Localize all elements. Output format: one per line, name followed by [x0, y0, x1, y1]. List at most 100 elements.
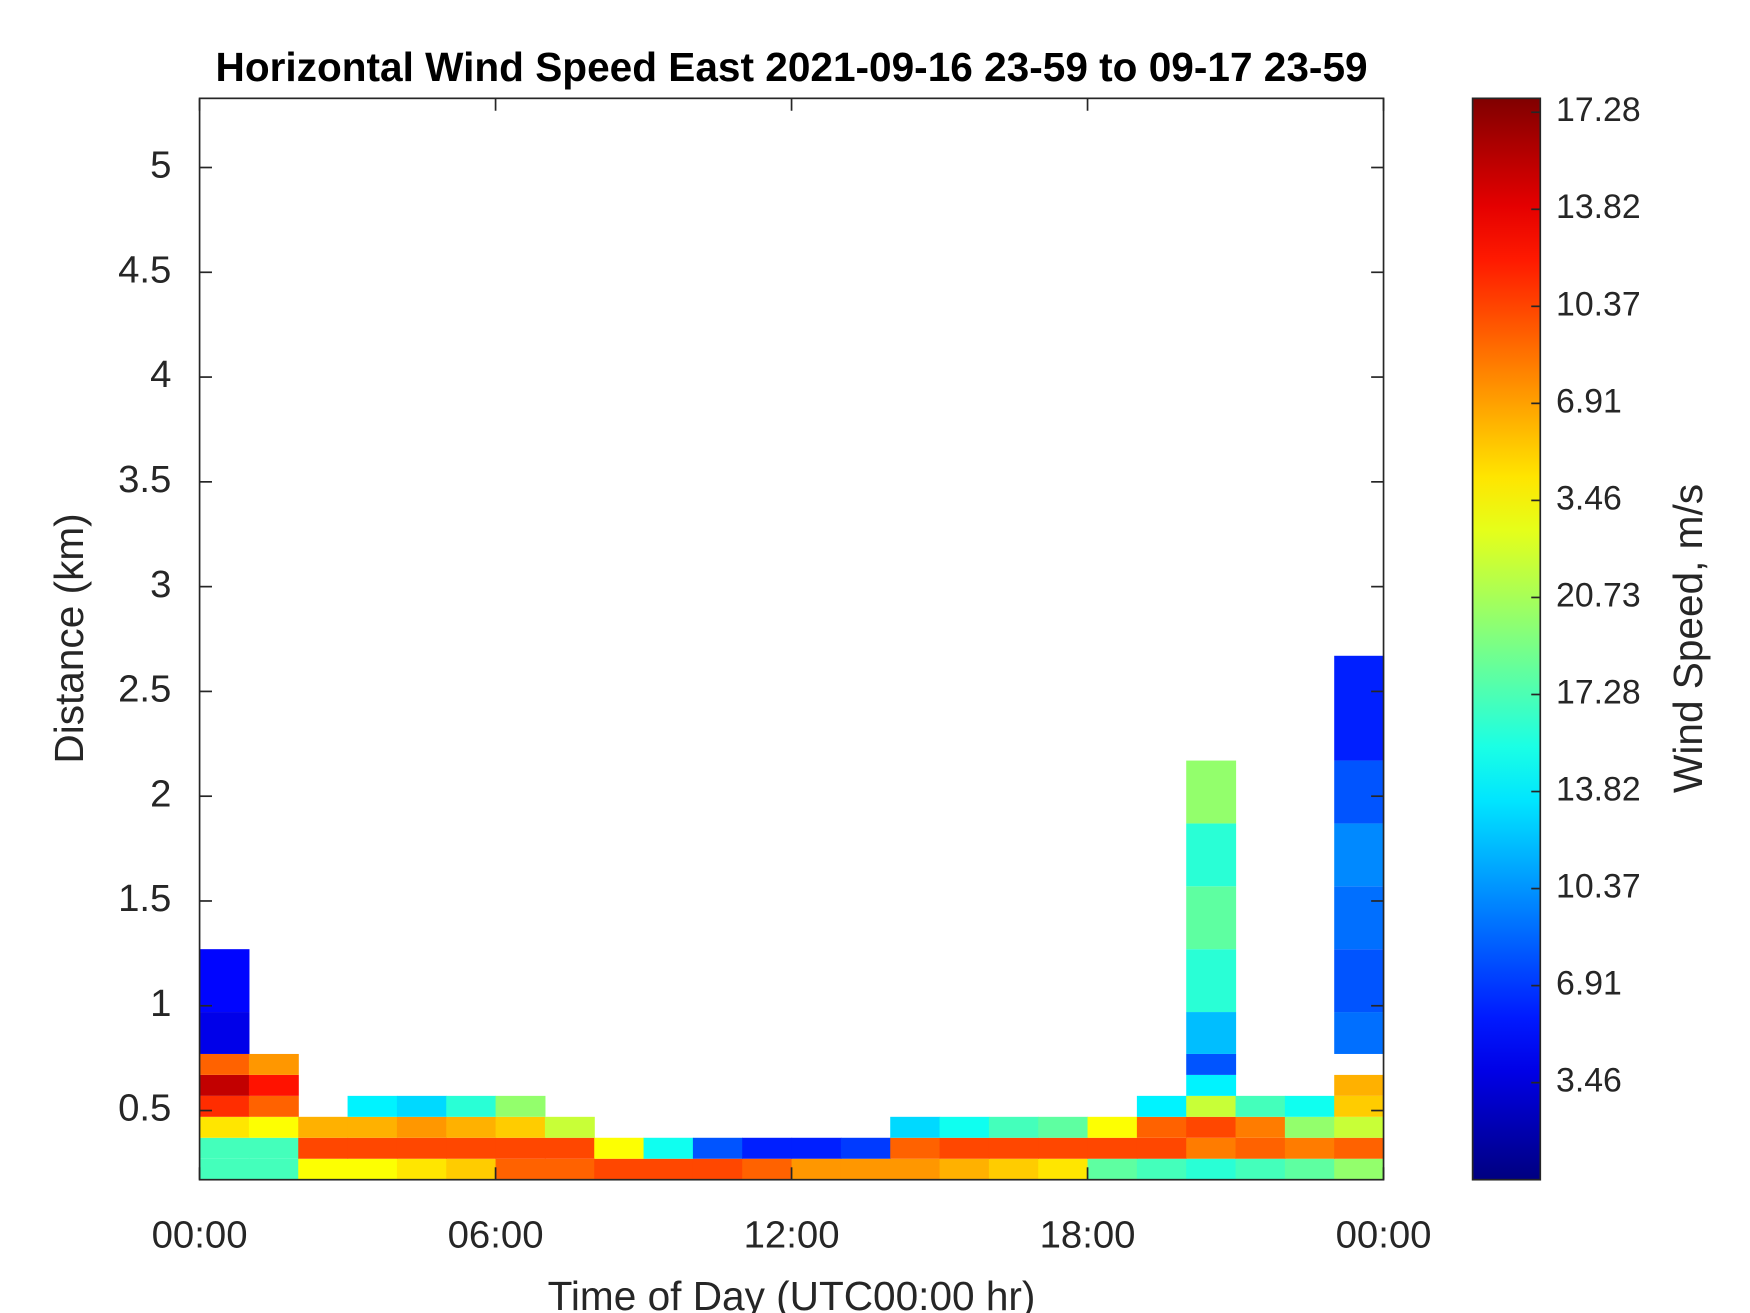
- heat-cell: [1038, 1116, 1089, 1138]
- heat-cell: [1186, 1095, 1237, 1117]
- heat-cell: [939, 1158, 990, 1180]
- heat-cell: [840, 1137, 891, 1159]
- colorbar-tick-label: 10.37: [1556, 285, 1641, 323]
- heat-cell: [1284, 1137, 1335, 1159]
- heat-cell: [1136, 1137, 1187, 1159]
- heat-cell: [643, 1137, 694, 1159]
- heat-cell: [1334, 1137, 1385, 1159]
- x-tick-label: 06:00: [448, 1213, 544, 1256]
- heat-cell: [347, 1116, 398, 1138]
- heat-cell: [396, 1158, 447, 1180]
- y-tick-label: 2.5: [118, 668, 171, 711]
- y-tick-label: 4: [150, 353, 171, 396]
- heat-cell: [1186, 1074, 1237, 1096]
- heat-cell: [1038, 1137, 1089, 1159]
- heat-cell: [890, 1137, 941, 1159]
- heat-cell: [1334, 1158, 1385, 1180]
- heat-cell: [1334, 823, 1385, 887]
- heat-cell: [1235, 1158, 1286, 1180]
- heat-cell: [199, 1053, 250, 1075]
- heat-cell: [495, 1158, 546, 1180]
- heat-cell: [1186, 1012, 1237, 1054]
- heat-cell: [791, 1158, 842, 1180]
- heat-cell: [988, 1137, 1039, 1159]
- heat-cell: [939, 1116, 990, 1138]
- heat-cell: [988, 1116, 1039, 1138]
- heat-cell: [692, 1137, 743, 1159]
- heat-cell: [347, 1137, 398, 1159]
- chart-title: Horizontal Wind Speed East 2021-09-16 23…: [216, 44, 1368, 90]
- heat-cell: [1186, 760, 1237, 824]
- y-tick-label: 2: [150, 772, 171, 815]
- heat-cell: [1186, 1116, 1237, 1138]
- heat-cell: [1235, 1095, 1286, 1117]
- heat-cell: [594, 1158, 645, 1180]
- heat-cell: [495, 1095, 546, 1117]
- heat-cell: [1235, 1116, 1286, 1138]
- heat-cell: [248, 1116, 299, 1138]
- colorbar: [1471, 97, 1542, 1181]
- colorbar-tick-label: 17.28: [1556, 91, 1641, 129]
- heat-cell: [248, 1137, 299, 1159]
- heat-cell: [446, 1158, 497, 1180]
- heat-cell: [840, 1158, 891, 1180]
- heat-cell: [199, 1012, 250, 1054]
- heat-cell: [544, 1116, 595, 1138]
- y-tick-label: 5: [150, 144, 171, 187]
- colorbar-tick-label: 3.46: [1556, 479, 1622, 517]
- heat-cell: [1186, 1158, 1237, 1180]
- y-tick-label: 3: [150, 563, 171, 606]
- heat-cell: [1235, 1137, 1286, 1159]
- heat-cell: [988, 1158, 1039, 1180]
- heat-cell: [199, 1074, 250, 1096]
- heat-cell: [1334, 1012, 1385, 1054]
- heat-cell: [1087, 1116, 1138, 1138]
- y-tick-label: 1: [150, 982, 171, 1025]
- colorbar-tick-label: 6.91: [1556, 382, 1622, 420]
- heat-cell: [1186, 1053, 1237, 1075]
- heat-cell: [890, 1158, 941, 1180]
- colorbar-tick-label: 17.28: [1556, 673, 1641, 711]
- x-axis-label: Time of Day (UTC00:00 hr): [548, 1273, 1036, 1313]
- colorbar-tick-label: 13.82: [1556, 770, 1641, 808]
- heat-cell: [199, 1137, 250, 1159]
- heat-cell: [1284, 1158, 1335, 1180]
- heat-cell: [1334, 949, 1385, 1013]
- heat-cell: [347, 1095, 398, 1117]
- heat-cell: [1186, 823, 1237, 887]
- colorbar-tick-label: 13.82: [1556, 188, 1641, 226]
- heat-cell: [298, 1158, 349, 1180]
- heat-cell: [742, 1158, 793, 1180]
- heat-cell: [248, 1053, 299, 1075]
- heat-cell: [199, 1095, 250, 1117]
- heat-cell: [396, 1137, 447, 1159]
- heat-cell: [1136, 1095, 1187, 1117]
- heat-cell: [199, 1116, 250, 1138]
- heat-cell: [1334, 1116, 1385, 1138]
- heat-cell: [1284, 1095, 1335, 1117]
- heat-cell: [1186, 1137, 1237, 1159]
- x-tick-label: 12:00: [744, 1213, 840, 1256]
- heat-cell: [1136, 1158, 1187, 1180]
- heat-cell: [396, 1116, 447, 1138]
- y-tick-label: 0.5: [118, 1087, 171, 1130]
- y-tick-label: 1.5: [118, 877, 171, 920]
- heat-cell: [396, 1095, 447, 1117]
- heat-cell: [446, 1095, 497, 1117]
- heat-cell: [248, 1095, 299, 1117]
- heat-cell: [347, 1158, 398, 1180]
- colorbar-label: Wind Speed, m/s: [1665, 484, 1711, 793]
- heat-cell: [791, 1137, 842, 1159]
- heat-cell: [199, 1158, 250, 1180]
- y-tick-label: 4.5: [118, 248, 171, 291]
- x-tick-label: 00:00: [1336, 1213, 1432, 1256]
- heat-cell: [446, 1116, 497, 1138]
- heat-cell: [1334, 655, 1385, 761]
- heat-cell: [1186, 949, 1237, 1013]
- colorbar-tick-label: 10.37: [1556, 868, 1641, 906]
- heat-cell: [594, 1137, 645, 1159]
- heat-cell: [495, 1116, 546, 1138]
- heat-cell: [1334, 760, 1385, 824]
